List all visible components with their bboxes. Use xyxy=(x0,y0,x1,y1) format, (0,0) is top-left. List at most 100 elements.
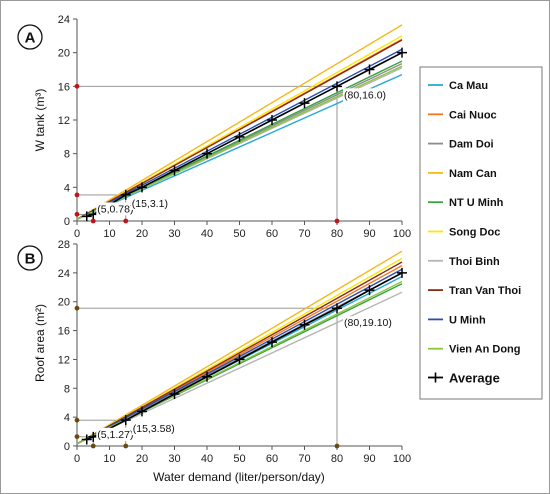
panel-b-average-point xyxy=(202,371,212,382)
x-axis-title: Water demand (liter/person/day) xyxy=(153,470,325,484)
panel-b-y-tick-label: 12 xyxy=(58,354,70,366)
panel-a-y-tick-label: 8 xyxy=(64,149,70,161)
legend-label-vien-an-dong: Vien An Dong xyxy=(449,344,521,356)
panel-b-x-tick-label: 0 xyxy=(74,453,80,465)
panel-a-average-point xyxy=(234,131,245,142)
panel-a-x-tick-label: 80 xyxy=(331,228,343,240)
panel-a-average-point xyxy=(299,98,310,109)
panel-a-average-point xyxy=(120,189,131,200)
panel-a-badge: A xyxy=(17,24,43,50)
panel-a-y-tick-label: 20 xyxy=(58,48,70,60)
panel-a-annotation-label: (15,3.1) xyxy=(132,198,168,210)
panel-a-average-point xyxy=(81,211,92,222)
panel-b-series-average xyxy=(86,272,403,441)
panel-a-plot: 0 4 8 12 16 20 24 0 10 20 30 40 50 60 70 80 90 100 (5,0.78… xyxy=(58,14,411,240)
panel-b-y-axis-title: Roof area (m²) xyxy=(33,304,47,382)
panel-b-annotation-bg xyxy=(131,422,187,436)
panel-b-badge: B xyxy=(17,245,43,271)
panel-a-annotation-bg xyxy=(130,196,180,210)
panel-a-reference-point xyxy=(74,192,80,198)
panel-b-annotation-label: (5,1.27) xyxy=(97,429,133,441)
panel-b-x-tick-label: 40 xyxy=(201,453,213,465)
legend-box xyxy=(419,66,543,400)
panel-a-y-tick-label: 4 xyxy=(64,182,70,194)
panel-b-average-point xyxy=(137,406,147,417)
panel-b-x-tick-label: 60 xyxy=(266,453,278,465)
legend-label-average: Average xyxy=(449,371,500,386)
panel-b-x-tick-label: 10 xyxy=(103,453,115,465)
panel-b-average-point xyxy=(234,354,245,365)
panel-a-average-point xyxy=(169,165,180,176)
panel-a-y-tick-label: 12 xyxy=(58,115,70,127)
panel-b-x-tick-label: 30 xyxy=(168,453,180,465)
legend-label-song-doc: Song Doc xyxy=(449,227,500,239)
panel-b-annotation-label: (80,19.10) xyxy=(344,317,392,329)
panel-a-series-nam-can xyxy=(76,24,403,220)
panel-b-series-tran-van-thoi xyxy=(76,261,403,445)
svg-text:A: A xyxy=(25,30,36,47)
legend-label-nam-can: Nam Can xyxy=(449,168,497,180)
panel-b-average-point xyxy=(332,303,342,314)
legend-label-thoi-binh: Thoi Binh xyxy=(449,256,500,268)
panel-b-reference-point xyxy=(74,417,80,423)
panel-b-x-tick-label: 80 xyxy=(331,453,343,465)
panel-b-y-tick-label: 28 xyxy=(58,239,70,251)
panel-a-annotation-label: (80,16.0) xyxy=(344,89,386,101)
panel-b-y-tick-label: 24 xyxy=(58,268,70,280)
legend-label-tran-van-thoi: Tran Van Thoi xyxy=(449,285,521,297)
panel-a-reference-point xyxy=(334,218,340,224)
legend-label-u-minh: U Minh xyxy=(449,314,486,326)
panel-b-y-tick-label: 0 xyxy=(64,441,70,453)
panel-a-y-tick-label: 24 xyxy=(58,14,70,26)
panel-a-x-tick-label: 40 xyxy=(201,228,213,240)
panel-a-x-tick-label: 60 xyxy=(266,228,278,240)
panel-b-y-tick-label: 8 xyxy=(64,383,70,395)
legend-label-cai-nuoc: Cai Nuoc xyxy=(449,109,497,121)
panel-a-average-point xyxy=(137,182,147,193)
panel-a-x-tick-label: 10 xyxy=(103,228,115,240)
panel-b-y-tick-label: 4 xyxy=(64,412,70,424)
panel-b-average-point xyxy=(364,285,375,296)
panel-a-annotation-bg xyxy=(343,88,399,102)
panel-b-annotation-label: (15,3.58) xyxy=(133,423,175,435)
legend-label-nt-u-minh: NT U Minh xyxy=(449,197,504,209)
panel-a-x-tick-label: 100 xyxy=(393,228,411,240)
panel-a-average-point xyxy=(202,148,212,159)
panel-b-y-tick-label: 16 xyxy=(58,326,70,338)
panel-b-x-tick-label: 50 xyxy=(233,453,245,465)
panel-a-y-tick-label: 16 xyxy=(58,81,70,93)
panel-b-reference-point xyxy=(74,434,80,440)
panel-b-annotation-bg xyxy=(343,316,404,330)
panel-b-reference-point xyxy=(90,443,96,449)
panel-a-y-tick-label: 0 xyxy=(64,216,70,228)
panel-a-y-axis-title: W tank (m³) xyxy=(33,89,47,152)
panel-a-x-tick-label: 70 xyxy=(298,228,310,240)
panel-a-average-point xyxy=(267,115,277,125)
panel-b-series-nam-can xyxy=(76,250,403,445)
panel-b-plot: 0 4 8 12 16 20 24 28 0 10 20 30 40 50 60 70 80 90 100 (5,1.… xyxy=(58,239,411,465)
panel-b-x-tick-label: 20 xyxy=(136,453,148,465)
panel-b-x-tick-label: 70 xyxy=(298,453,310,465)
panel-a-average-point xyxy=(397,47,407,58)
panel-a-series-tran-van-thoi xyxy=(76,39,403,220)
panel-b-y-tick-label: 20 xyxy=(58,297,70,309)
panel-b-x-tick-label: 90 xyxy=(363,453,375,465)
panel-a-x-tick-label: 90 xyxy=(363,228,375,240)
panel-a-series-average xyxy=(86,51,403,218)
panel-b-average-point xyxy=(267,337,277,348)
panel-b-average-point xyxy=(120,415,131,426)
legend-label-dam-doi: Dam Doi xyxy=(449,139,494,151)
panel-a-x-tick-label: 30 xyxy=(168,228,180,240)
panel-a-x-tick-label: 20 xyxy=(136,228,148,240)
panel-a-x-tick-label: 0 xyxy=(74,228,80,240)
panel-a-average-point xyxy=(332,81,342,92)
panel-a-reference-point xyxy=(74,211,80,217)
panel-b-reference-point xyxy=(74,305,80,311)
panel-b-reference-point xyxy=(123,443,129,449)
panel-b-average-point xyxy=(299,319,310,330)
panel-a-reference-point xyxy=(123,218,129,224)
panel-b-x-tick-label: 100 xyxy=(393,453,411,465)
legend: Ca Mau Cai Nuoc Dam Doi Nam Can NT U Minh Son… xyxy=(419,66,543,400)
panel-b-average-point xyxy=(81,434,92,445)
panel-a-average-point xyxy=(364,64,375,75)
